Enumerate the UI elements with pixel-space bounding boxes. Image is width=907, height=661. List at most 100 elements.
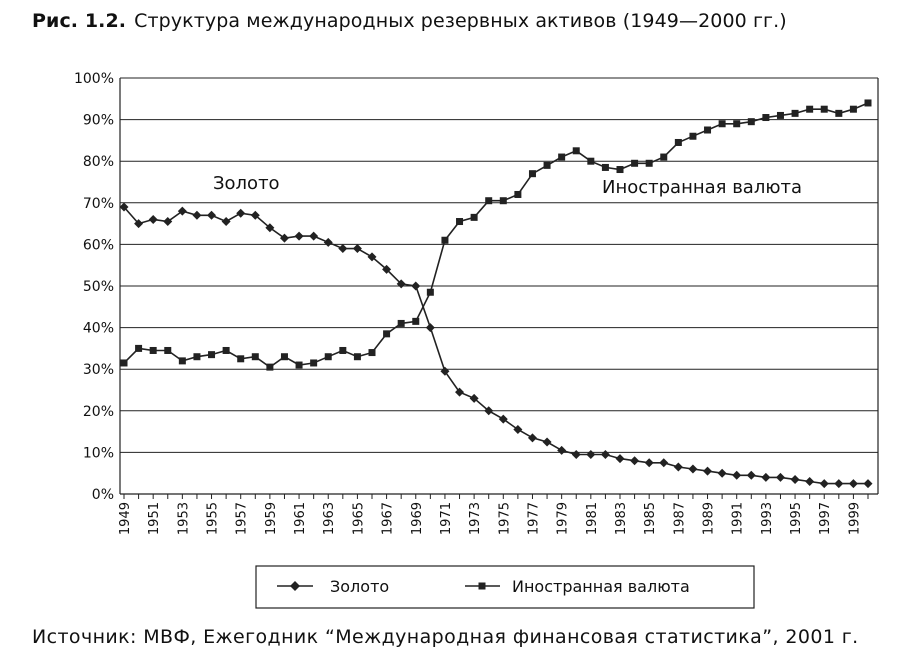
foreign-currency-point <box>499 197 507 205</box>
gold-point <box>586 449 596 459</box>
gold-point <box>207 210 217 220</box>
foreign-currency-point <box>762 114 770 122</box>
foreign-currency-point <box>193 353 201 361</box>
x-tick-label: 1949 <box>118 502 133 535</box>
foreign-currency-point <box>310 359 318 367</box>
legend-marker-foreign <box>478 582 486 590</box>
foreign-currency-point <box>120 359 128 367</box>
foreign-currency-point <box>558 153 566 161</box>
foreign-currency-point <box>849 105 857 113</box>
gold-point <box>367 252 377 262</box>
foreign-currency-point <box>660 153 668 161</box>
x-tick-label: 1961 <box>293 502 308 535</box>
foreign-currency-point <box>266 363 274 371</box>
gold-point <box>192 210 202 220</box>
foreign-currency-point <box>324 353 332 361</box>
foreign-currency-point <box>353 353 361 361</box>
x-tick-label: 1989 <box>702 502 717 535</box>
gold-point <box>600 449 610 459</box>
x-tick-label: 1999 <box>847 502 862 535</box>
foreign-currency-point <box>543 161 551 169</box>
x-axis-ticks: 1949 1951 1953 1955 1957 1959 1961 1963 1965 1967… <box>118 494 869 535</box>
legend-label-gold: Золото <box>330 577 389 596</box>
foreign-currency-point <box>776 111 784 119</box>
gold-point <box>688 464 698 474</box>
x-tick-label: 1997 <box>818 502 833 535</box>
y-tick-label: 30% <box>83 362 114 378</box>
gold-point <box>309 231 319 241</box>
x-tick-label: 1995 <box>789 502 804 535</box>
foreign-currency-point <box>383 330 391 338</box>
gold-point <box>615 454 625 464</box>
foreign-currency-point <box>237 355 245 363</box>
x-tick-label: 1987 <box>672 502 687 535</box>
x-tick-label: 1979 <box>556 502 571 535</box>
y-tick-label: 40% <box>83 321 114 337</box>
gold-point <box>163 217 173 227</box>
foreign-currency-point <box>441 236 449 244</box>
foreign-currency-point <box>528 170 536 178</box>
x-tick-label: 1959 <box>264 502 279 535</box>
gold-point <box>848 479 858 489</box>
gold-point <box>455 387 465 397</box>
foreign-currency-point <box>470 213 478 221</box>
gold-point <box>323 237 333 247</box>
foreign-currency-point <box>412 317 420 325</box>
y-tick-label: 60% <box>83 237 114 253</box>
gold-point <box>265 223 275 233</box>
gold-point <box>250 210 260 220</box>
foreign-currency-point <box>485 197 493 205</box>
gold-point <box>630 456 640 466</box>
x-tick-label: 1993 <box>760 502 775 535</box>
source-note: Источник: МВФ, Ежегодник “Международная … <box>32 626 859 648</box>
legend-marker-gold <box>290 581 300 591</box>
figure-caption: Рис. 1.2. Структура международных резервн… <box>32 10 787 32</box>
x-tick-label: 1963 <box>322 502 337 535</box>
x-tick-label: 1977 <box>526 502 541 535</box>
figure-number: Рис. 1.2. <box>32 10 127 32</box>
foreign-currency-point <box>631 159 639 167</box>
x-tick-label: 1967 <box>381 502 396 535</box>
gold-point <box>542 437 552 447</box>
foreign-currency-point <box>295 361 303 369</box>
foreign-currency-series-line <box>123 102 869 369</box>
gold-point <box>673 462 683 472</box>
series-lines <box>123 102 869 485</box>
gold-point <box>790 474 800 484</box>
gold-point <box>775 472 785 482</box>
foreign-currency-point <box>572 147 580 155</box>
y-axis-ticks: 0% 10% 20% 30% 40% 50% 60% 70% 80% 90% 100% <box>74 71 114 503</box>
foreign-currency-point <box>587 157 595 165</box>
gold-point <box>294 231 304 241</box>
y-tick-label: 100% <box>74 71 114 87</box>
series-label-gold: Золото <box>213 173 280 194</box>
foreign-currency-point <box>426 288 434 296</box>
gold-point <box>703 466 713 476</box>
foreign-currency-point <box>164 346 172 354</box>
foreign-currency-point <box>820 105 828 113</box>
x-tick-label: 1973 <box>468 502 483 535</box>
foreign-currency-point <box>791 109 799 117</box>
y-tick-label: 90% <box>83 113 114 129</box>
foreign-currency-point <box>601 163 609 171</box>
foreign-currency-point <box>806 105 814 113</box>
gold-point <box>134 219 144 229</box>
gold-point <box>396 279 406 289</box>
foreign-currency-point <box>149 346 157 354</box>
foreign-currency-point <box>456 218 464 226</box>
foreign-currency-point <box>222 346 230 354</box>
gold-point <box>746 470 756 480</box>
figure-title: Структура международных резервных активо… <box>134 10 787 32</box>
gold-point <box>440 366 450 376</box>
x-tick-label: 1955 <box>206 502 221 535</box>
foreign-currency-point <box>747 118 755 126</box>
foreign-currency-point <box>397 319 405 327</box>
foreign-currency-point <box>368 349 376 357</box>
y-tick-label: 20% <box>83 404 114 420</box>
foreign-currency-point <box>280 353 288 361</box>
foreign-currency-point <box>674 138 682 146</box>
gold-point <box>352 244 362 254</box>
series-markers <box>119 99 873 489</box>
x-tick-label: 1975 <box>497 502 512 535</box>
y-tick-label: 80% <box>83 154 114 170</box>
